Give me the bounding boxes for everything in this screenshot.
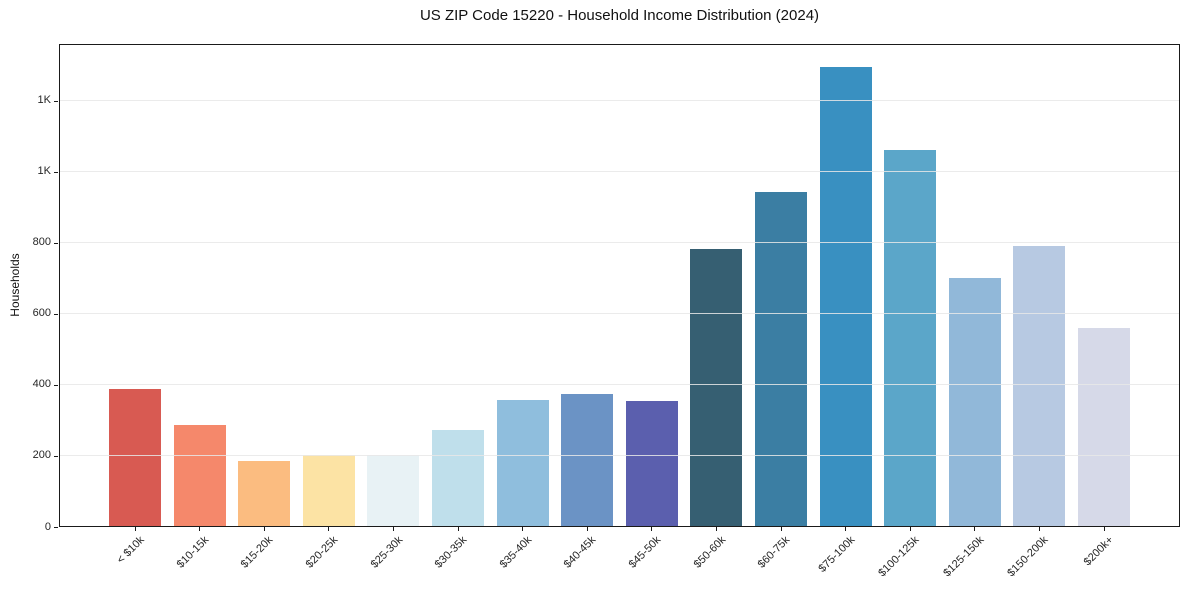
x-tick-mark — [1103, 527, 1105, 531]
y-tick-mark — [54, 171, 58, 173]
gridline — [59, 455, 1180, 457]
x-tick-mark — [845, 527, 847, 531]
y-tick-mark — [54, 455, 58, 457]
x-tick-mark — [199, 527, 201, 531]
x-tick-mark — [263, 527, 265, 531]
bar — [690, 248, 743, 527]
x-tick-label: $125-150k — [941, 534, 987, 580]
x-tick-mark — [974, 527, 976, 531]
bar — [1078, 328, 1130, 527]
bar — [948, 278, 1001, 527]
x-tick-label: $45-50k — [626, 534, 664, 571]
x-tick-mark — [651, 527, 653, 531]
bar — [302, 454, 355, 527]
y-tick-label: 400 — [32, 378, 51, 391]
bar — [819, 67, 872, 527]
y-tick-mark — [54, 527, 58, 528]
x-tick-mark — [780, 527, 782, 531]
gridline — [59, 242, 1180, 244]
chart-title: US ZIP Code 15220 - Household Income Dis… — [419, 7, 820, 24]
y-tick-label: 0 — [44, 520, 51, 533]
x-tick-label: $25-30k — [368, 534, 405, 571]
x-tick-label: < $10k — [114, 534, 147, 567]
x-tick-mark — [909, 527, 911, 531]
x-tick-label: $60-75k — [755, 534, 793, 571]
y-tick-label: 800 — [32, 236, 51, 249]
y-tick-label: 1K — [37, 94, 51, 107]
bar — [173, 425, 226, 527]
x-tick-mark — [392, 527, 394, 531]
x-tick-label: $30-35k — [432, 534, 470, 571]
bar — [625, 400, 678, 527]
bar — [1013, 245, 1066, 527]
gridline — [59, 384, 1180, 386]
x-tick-mark — [522, 527, 524, 531]
x-tick-mark — [328, 527, 330, 531]
x-tick-label: $40-45k — [562, 534, 599, 571]
x-tick-mark — [457, 527, 459, 531]
bar — [884, 149, 937, 527]
x-tick-label: $100-125k — [876, 534, 922, 580]
x-tick-mark — [715, 527, 717, 531]
x-tick-label: $10-15k — [174, 534, 212, 571]
bar — [496, 399, 549, 527]
x-tick-label: $15-20k — [239, 534, 276, 571]
y-tick-label: 200 — [32, 449, 51, 462]
bar — [755, 191, 807, 527]
x-tick-label: $200k+ — [1081, 534, 1116, 569]
y-tick-mark — [54, 100, 58, 102]
gridline — [59, 313, 1180, 315]
bar — [561, 393, 614, 527]
bar — [109, 388, 161, 527]
plot-area — [59, 44, 1180, 527]
y-tick-mark — [54, 313, 58, 315]
y-tick-mark — [54, 242, 58, 244]
x-tick-label: $150-200k — [1005, 534, 1051, 580]
bar — [432, 430, 484, 527]
bar — [238, 460, 291, 527]
x-tick-mark — [586, 527, 588, 531]
x-tick-mark — [134, 527, 136, 531]
bar — [367, 455, 420, 527]
x-tick-label: $20-25k — [303, 534, 341, 571]
x-tick-label: $50-60k — [691, 534, 728, 571]
x-tick-mark — [1038, 527, 1040, 531]
x-tick-label: $35-40k — [497, 534, 535, 571]
y-tick-label: 600 — [32, 307, 51, 320]
y-tick-label: 1K — [37, 165, 51, 178]
x-tick-label: $75-100k — [816, 534, 858, 575]
y-tick-mark — [54, 384, 58, 386]
gridline — [59, 100, 1180, 102]
gridline — [59, 171, 1180, 173]
